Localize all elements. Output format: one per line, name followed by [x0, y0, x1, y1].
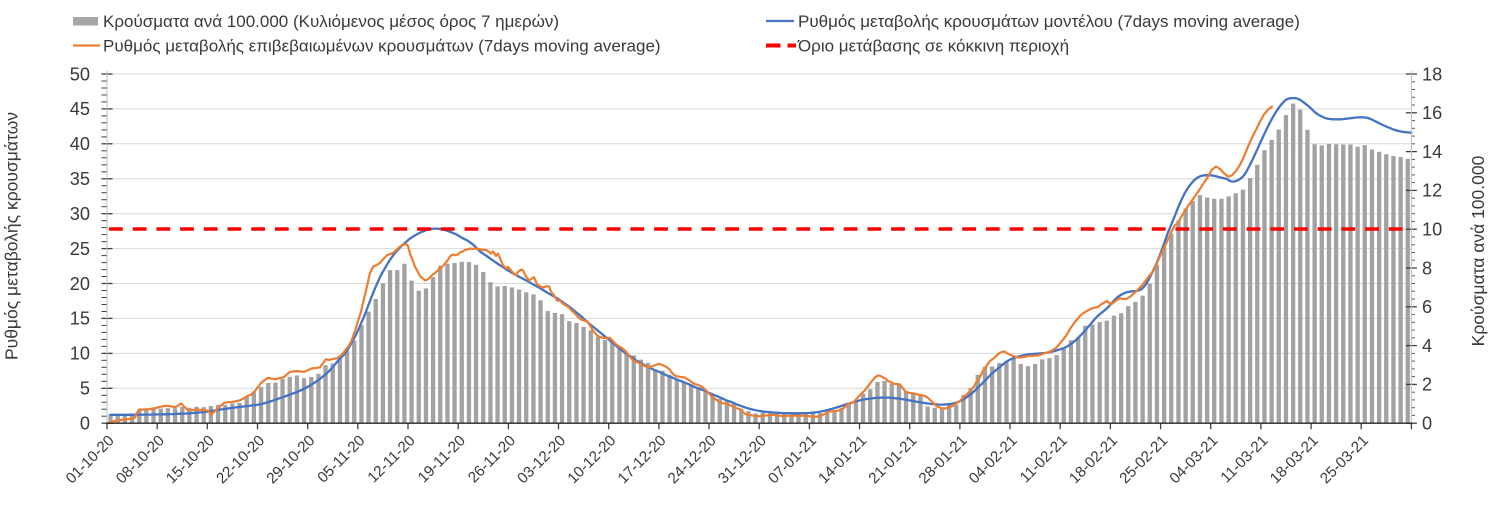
- svg-text:50: 50: [70, 64, 90, 84]
- svg-text:6: 6: [1422, 297, 1432, 317]
- svg-text:4: 4: [1422, 336, 1432, 356]
- svg-text:5: 5: [80, 379, 90, 399]
- svg-text:12: 12: [1422, 181, 1442, 201]
- svg-text:Κρούσματα ανά 100.000: Κρούσματα ανά 100.000: [1468, 155, 1488, 346]
- svg-text:15: 15: [70, 309, 90, 329]
- svg-text:40: 40: [70, 134, 90, 154]
- svg-text:Ρυθμός μεταβολής κρουσμάτων μο: Ρυθμός μεταβολής κρουσμάτων μοντέλου (7d…: [798, 12, 1300, 31]
- svg-text:Κρούσματα ανά 100.000 (Κυλιόμε: Κρούσματα ανά 100.000 (Κυλιόμενος μέσος …: [103, 12, 559, 31]
- svg-text:16: 16: [1422, 103, 1442, 123]
- svg-text:35: 35: [70, 169, 90, 189]
- svg-text:10: 10: [1422, 220, 1442, 240]
- svg-text:20: 20: [70, 274, 90, 294]
- svg-text:14: 14: [1422, 142, 1442, 162]
- svg-text:2: 2: [1422, 375, 1432, 395]
- svg-text:18: 18: [1422, 64, 1442, 84]
- svg-text:8: 8: [1422, 258, 1432, 278]
- svg-text:25: 25: [70, 239, 90, 259]
- svg-text:10: 10: [70, 344, 90, 364]
- svg-text:Όριο μετάβασης σε κόκκινη περι: Όριο μετάβασης σε κόκκινη περιοχή: [797, 37, 1069, 56]
- svg-text:0: 0: [1422, 414, 1432, 434]
- svg-text:Ρυθμός μεταβολής επιβεβαιωμένω: Ρυθμός μεταβολής επιβεβαιωμένων κρουσμάτ…: [103, 37, 661, 56]
- svg-text:30: 30: [70, 204, 90, 224]
- svg-text:0: 0: [80, 414, 90, 434]
- svg-text:Ρυθμός μεταβολής κρουσμάτων: Ρυθμός μεταβολής κρουσμάτων: [2, 112, 22, 360]
- svg-text:45: 45: [70, 99, 90, 119]
